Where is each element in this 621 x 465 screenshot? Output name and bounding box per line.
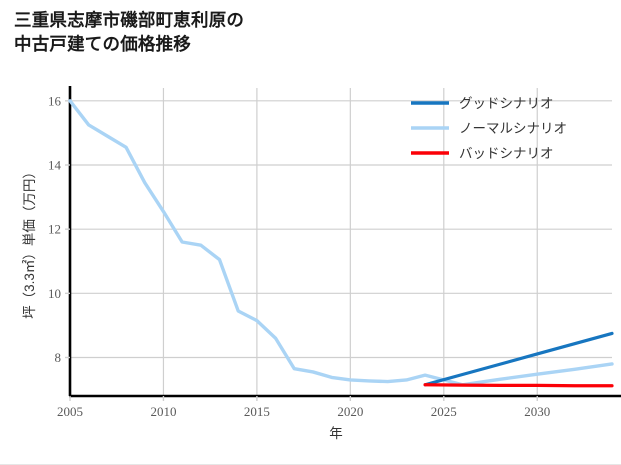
x-tick-labels: 2005 2010 2015 2020 2025 2030	[57, 396, 550, 419]
y-tick-label: 8	[55, 350, 62, 365]
chart-title: 三重県志摩市磯部町恵利原の 中古戸建ての価格推移	[14, 10, 245, 55]
legend-label: ノーマルシナリオ	[459, 121, 567, 136]
x-tick-label: 2030	[524, 404, 550, 419]
y-tick-label: 14	[48, 158, 62, 173]
legend-label: バッドシナリオ	[459, 146, 554, 161]
y-tick-label: 12	[48, 222, 61, 237]
y-axis-title: 坪（3.3㎡）単価（万円）	[22, 165, 37, 319]
series-line	[423, 383, 614, 388]
y-tick-labels: 8 10 12 14 16	[48, 93, 70, 365]
plot-frame	[68, 86, 621, 398]
legend-label: グッドシナリオ	[459, 96, 554, 111]
y-tick-label: 10	[48, 286, 61, 301]
x-tick-label: 2015	[244, 404, 270, 419]
grid-lines	[70, 88, 612, 396]
series-line	[68, 99, 614, 387]
x-axis-title: 年	[329, 426, 343, 441]
series-lines	[68, 99, 614, 388]
series-line	[423, 331, 614, 387]
x-tick-label: 2005	[57, 404, 83, 419]
y-tick-label: 16	[48, 93, 62, 108]
x-tick-label: 2010	[150, 404, 176, 419]
axis-titles: 年 坪（3.3㎡）単価（万円）	[22, 165, 343, 441]
x-tick-label: 2020	[337, 404, 363, 419]
x-tick-label: 2025	[431, 404, 457, 419]
